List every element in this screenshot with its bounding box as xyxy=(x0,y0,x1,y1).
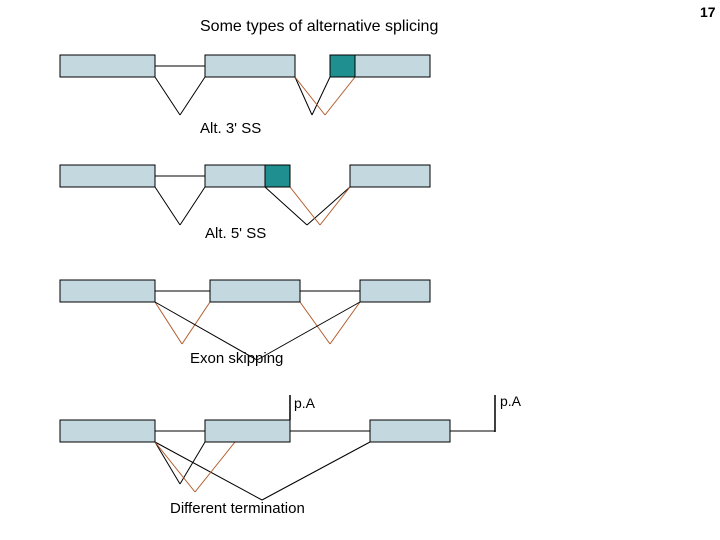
label-alt3ss: Alt. 3' SS xyxy=(200,120,261,137)
pa-label-2: p.A xyxy=(500,393,521,409)
pa-label-1: p.A xyxy=(294,395,315,411)
slide-stage: Some types of alternative splicing 17 Al… xyxy=(0,0,720,540)
splicing-diagram xyxy=(0,0,720,540)
label-alt5ss: Alt. 5' SS xyxy=(205,225,266,242)
label-diff-termination: Different termination xyxy=(170,500,305,517)
label-exon-skipping: Exon skipping xyxy=(190,350,283,367)
